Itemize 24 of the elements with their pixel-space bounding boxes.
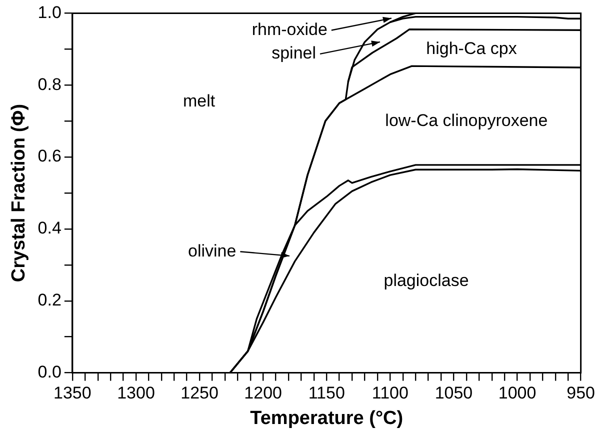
x-tick-label: 1300 [117, 384, 155, 403]
x-tick-label: 1100 [372, 384, 408, 403]
annotation: spinel [272, 44, 316, 63]
y-tick-label: 0.2 [38, 290, 62, 310]
y-tick-label: 0.4 [38, 218, 62, 238]
annotation: melt [182, 91, 216, 110]
annotation: low-Ca clinopyroxene [385, 110, 548, 130]
x-tick-label: 1000 [498, 384, 536, 403]
x-tick-label: 1200 [244, 384, 282, 403]
annotation: olivine [188, 241, 236, 260]
annotation: plagioclase [384, 270, 469, 290]
x-tick-label: 950 [566, 384, 596, 403]
x-tick-label: 1050 [434, 384, 473, 403]
annotation: rhm-oxide [252, 20, 328, 39]
y-tick-label: 0.8 [38, 74, 62, 94]
y-tick-label: 0.0 [38, 362, 62, 382]
annotation: high-Ca cpx [426, 38, 518, 58]
x-tick-label: 1150 [308, 384, 345, 403]
x-tick-label: 1350 [54, 384, 92, 403]
x-axis-title: Temperature (°C) [250, 408, 404, 429]
y-tick-label: 1.0 [38, 2, 62, 22]
y-tick-label: 0.6 [38, 146, 62, 166]
y-axis-title: Crystal Fraction (Φ) [8, 104, 30, 282]
x-tick-label: 1250 [180, 384, 218, 403]
